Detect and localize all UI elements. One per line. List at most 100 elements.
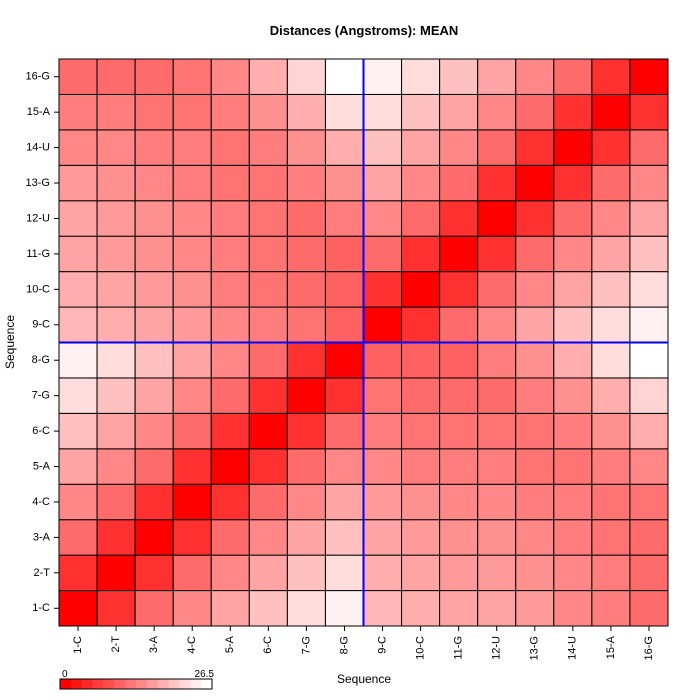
heatmap-cell-13-G-14-U xyxy=(553,164,593,202)
heatmap-cell-14-U-16-G xyxy=(629,129,669,166)
heatmap-cell-11-G-7-G xyxy=(286,235,326,273)
heatmap-cell-4-C-4-C xyxy=(172,483,212,521)
heatmap-cell-6-C-12-U xyxy=(477,412,517,450)
heatmap-cell-11-G-13-G xyxy=(515,235,555,273)
heatmap-cell-4-C-7-G xyxy=(286,483,326,521)
heatmap-cell-9-C-1-C xyxy=(58,306,98,343)
heatmap-cell-12-U-5-A xyxy=(210,200,250,237)
scale-max-label: 26.5 xyxy=(195,669,215,680)
heatmap-cell-5-A-14-U xyxy=(553,448,593,485)
heatmap-cell-9-C-16-G xyxy=(629,306,669,343)
color-scale-step xyxy=(92,679,104,689)
heatmap-cell-7-G-9-C xyxy=(363,377,403,414)
heatmap-cell-10-C-15-A xyxy=(591,271,631,308)
heatmap-cell-16-G-3-A xyxy=(134,58,174,95)
heatmap-cell-11-G-1-C xyxy=(58,235,98,273)
heatmap-cell-7-G-2-T xyxy=(96,377,136,414)
heatmap-cell-5-A-7-G xyxy=(286,448,326,485)
heatmap-cell-4-C-16-G xyxy=(629,483,669,521)
heatmap-cell-3-A-14-U xyxy=(553,519,593,556)
heatmap-cell-8-G-9-C xyxy=(363,342,403,379)
heatmap-cell-8-G-3-A xyxy=(134,342,174,379)
heatmap-cell-12-U-12-U xyxy=(477,200,517,237)
heatmap-cell-12-U-11-G xyxy=(439,200,479,237)
color-scale-step xyxy=(103,679,115,689)
heatmap-cell-13-G-13-G xyxy=(515,164,555,202)
heatmap-cell-13-G-10-C xyxy=(401,164,441,202)
heatmap-cell-7-G-7-G xyxy=(286,377,326,414)
heatmap-cell-3-A-13-G xyxy=(515,519,555,556)
heatmap-cell-4-C-5-A xyxy=(210,483,250,521)
x-tick-labels: 1-C 2-T 3-A 4-C 5-A 6-C 7-G 8-G 9-C 10-C 11-G 12-U 1… xyxy=(72,626,655,660)
y-tick-label: 16-G xyxy=(26,71,50,83)
heatmap-cell-1-C-8-G xyxy=(324,590,365,627)
heatmap-cell-15-A-6-C xyxy=(248,93,288,131)
heatmap-cell-14-U-7-G xyxy=(286,129,326,166)
heatmap-cell-13-G-16-G xyxy=(629,164,669,202)
heatmap-cell-9-C-12-U xyxy=(477,306,517,343)
y-tick-labels: 1-C 2-T 3-A 4-C 5-A 6-C 7-G 8-G 9-C 10-C 11-G 12-U 1… xyxy=(26,71,59,614)
heatmap-cell-8-G-11-G xyxy=(439,342,479,379)
x-tick-label: 4-C xyxy=(186,636,198,654)
heatmap-cell-9-C-14-U xyxy=(553,306,593,343)
heatmap-cell-4-C-6-C xyxy=(248,483,288,521)
heatmap-cell-10-C-7-G xyxy=(286,271,326,308)
heatmap-cell-6-C-6-C xyxy=(248,412,288,450)
heatmap-cell-15-A-14-U xyxy=(553,93,593,131)
heatmap-cell-7-G-3-A xyxy=(134,377,174,414)
color-scale-border xyxy=(59,678,213,690)
heatmap-cell-5-A-8-G xyxy=(324,448,365,485)
heatmap-cell-14-U-15-A xyxy=(591,129,631,166)
heatmap-cell-11-G-11-G xyxy=(439,235,479,273)
y-tick-label: 9-C xyxy=(32,319,50,331)
heatmap-cell-3-A-7-G xyxy=(286,519,326,556)
color-scale-step xyxy=(179,679,191,689)
heatmap-cell-12-U-15-A xyxy=(591,200,631,237)
heatmap-cell-4-C-14-U xyxy=(553,483,593,521)
y-tick-label: 2-T xyxy=(34,567,51,579)
heatmap-cell-6-C-9-C xyxy=(363,412,403,450)
heatmap-cell-2-T-6-C xyxy=(248,554,288,592)
heatmap-cell-8-G-16-G xyxy=(629,342,669,379)
heatmap-cell-4-C-13-G xyxy=(515,483,555,521)
heatmap-cell-14-U-3-A xyxy=(134,129,174,166)
chart-title: Distances (Angstroms): MEAN xyxy=(270,23,459,38)
heatmap-cell-3-A-10-C xyxy=(401,519,441,556)
heatmap-cell-1-C-13-G xyxy=(515,590,555,627)
heatmap-cell-12-U-1-C xyxy=(58,200,98,237)
heatmap-cell-12-U-16-G xyxy=(629,200,669,237)
heatmap-cell-13-G-11-G xyxy=(439,164,479,202)
heatmap-cell-11-G-4-C xyxy=(172,235,212,273)
heatmap-cell-3-A-12-U xyxy=(477,519,517,556)
heatmap-cell-10-C-11-G xyxy=(439,271,479,308)
color-scale-step xyxy=(168,679,180,689)
heatmap-cell-10-C-4-C xyxy=(172,271,212,308)
heatmap-cell-10-C-14-U xyxy=(553,271,593,308)
heatmap-cell-15-A-10-C xyxy=(401,93,441,131)
heatmap-cell-11-G-15-A xyxy=(591,235,631,273)
y-tick-label: 10-C xyxy=(26,283,50,295)
heatmap-cell-9-C-3-A xyxy=(134,306,174,343)
heatmap-cells xyxy=(58,58,669,627)
divider-lines xyxy=(59,59,668,626)
heatmap-cell-16-G-5-A xyxy=(210,58,250,95)
heatmap-cell-11-G-14-U xyxy=(553,235,593,273)
heatmap-cell-11-G-9-C xyxy=(363,235,403,273)
heatmap-cell-1-C-2-T xyxy=(96,590,136,627)
heatmap-cell-2-T-9-C xyxy=(363,554,403,592)
x-tick-label: 1-C xyxy=(72,636,84,654)
heatmap-cell-12-U-2-T xyxy=(96,200,136,237)
heatmap-cell-3-A-3-A xyxy=(134,519,174,556)
heatmap-cell-12-U-4-C xyxy=(172,200,212,237)
heatmap-cell-3-A-5-A xyxy=(210,519,250,556)
heatmap-cell-14-U-8-G xyxy=(324,129,365,166)
heatmap-cell-15-A-4-C xyxy=(172,93,212,131)
heatmap-cell-8-G-10-C xyxy=(401,342,441,379)
heatmap-cell-7-G-13-G xyxy=(515,377,555,414)
heatmap-cell-1-C-6-C xyxy=(248,590,288,627)
heatmap-cell-2-T-3-A xyxy=(134,554,174,592)
heatmap-cell-7-G-14-U xyxy=(553,377,593,414)
heatmap-cell-1-C-12-U xyxy=(477,590,517,627)
heatmap-cell-7-G-4-C xyxy=(172,377,212,414)
